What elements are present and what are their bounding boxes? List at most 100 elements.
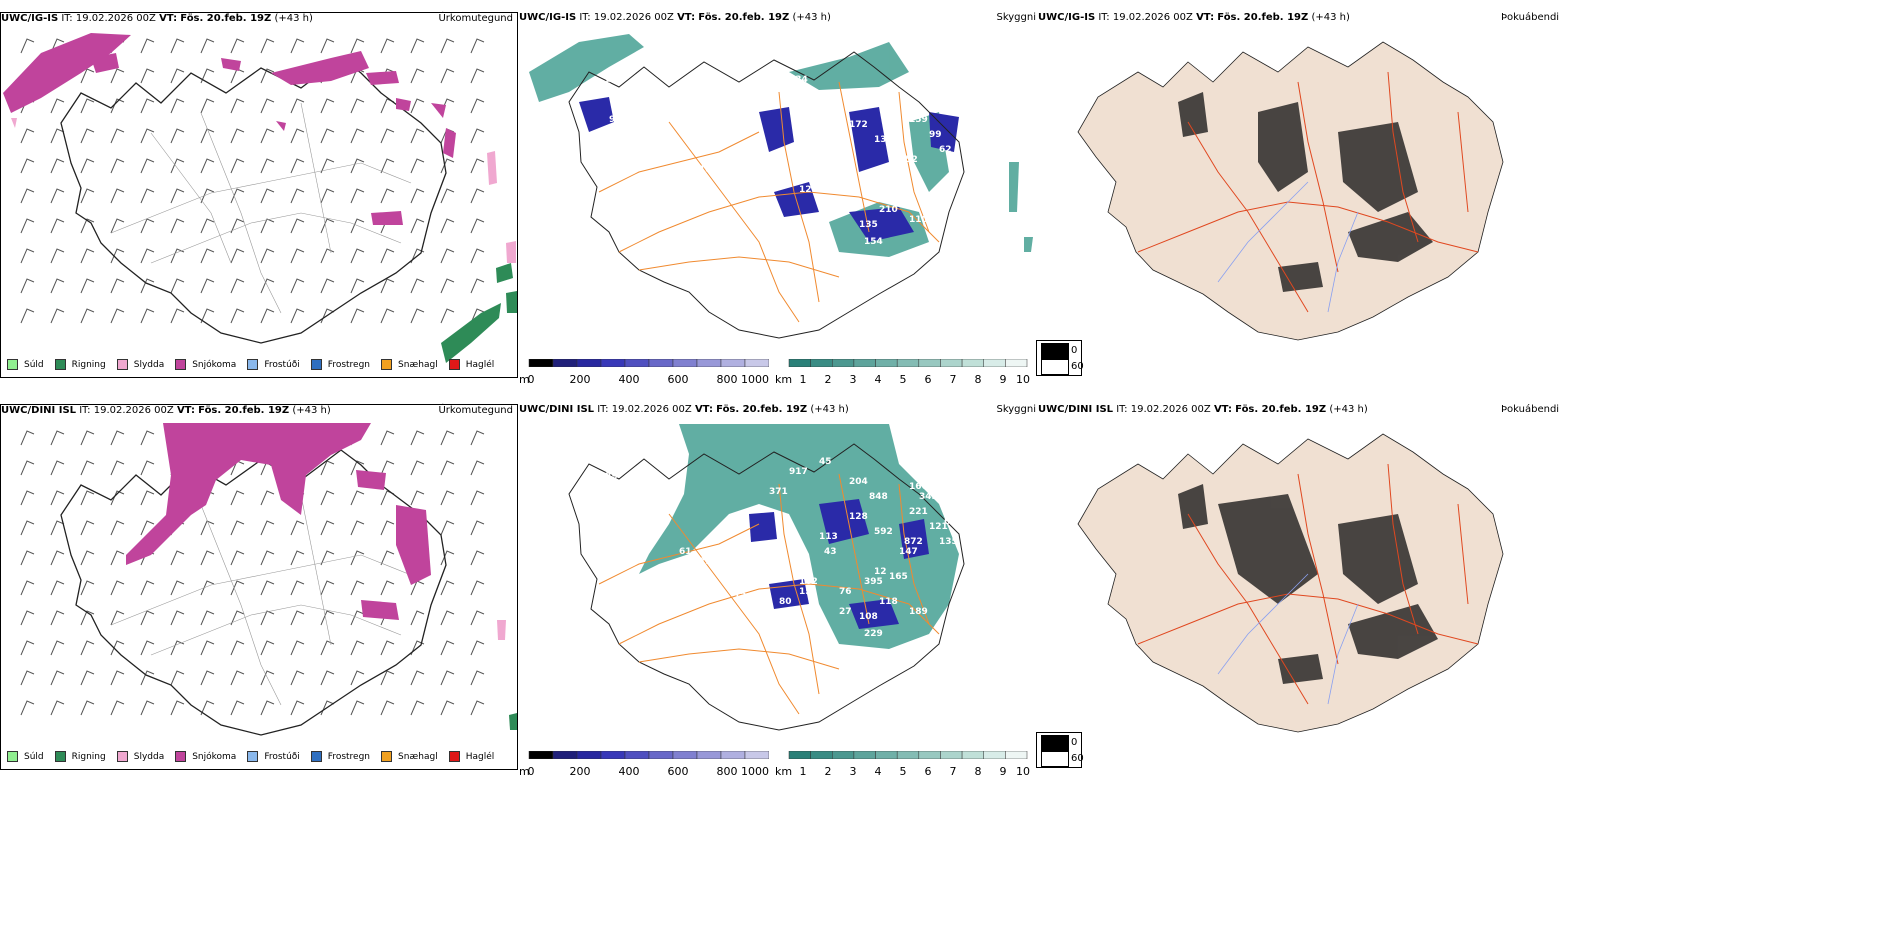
- wind-barb: [200, 188, 215, 204]
- it-label: IT:: [61, 13, 73, 24]
- wind-barb: [110, 248, 125, 264]
- cloud-label: 247: [869, 100, 888, 110]
- cloud-label: 592: [874, 527, 893, 537]
- wind-barb: [200, 68, 215, 84]
- colorbar-tick: 3: [849, 765, 857, 778]
- wind-barb: [290, 670, 305, 686]
- wind-barb: [440, 700, 455, 716]
- legend-item: Frostúði: [247, 751, 300, 762]
- wind-barb: [200, 580, 215, 596]
- wind-barb: [380, 158, 395, 174]
- colorbar-tick: 400: [618, 765, 640, 778]
- wind-barb: [410, 700, 425, 716]
- wind-barb: [20, 490, 35, 506]
- wind-barb: [80, 98, 95, 114]
- legend-label: Snæhagl: [398, 359, 438, 370]
- it-label: IT:: [1116, 404, 1128, 415]
- wind-barb: [320, 610, 335, 626]
- legend-item: Slydda: [116, 359, 164, 370]
- legend-swatch: [116, 359, 128, 370]
- wind-barb: [230, 550, 245, 566]
- wind-barb: [260, 490, 275, 506]
- wind-barb: [230, 640, 245, 656]
- legend-swatch: [175, 359, 187, 370]
- panel-title-visibility: Skyggni: [996, 404, 1036, 415]
- wind-barb: [20, 700, 35, 716]
- wind-barb: [200, 550, 215, 566]
- wind-barb: [20, 550, 35, 566]
- fog-map-2: [1077, 433, 1504, 733]
- wind-barb: [470, 248, 485, 264]
- wind-barb: [50, 278, 65, 294]
- wind-barb: [110, 670, 125, 686]
- legend-swatch: [448, 359, 460, 370]
- wind-barb: [200, 248, 215, 264]
- colorbar-swatch: [744, 359, 769, 367]
- wind-barb: [50, 248, 65, 264]
- colorbar-tick: 5: [899, 765, 907, 778]
- colorbar-swatch: [788, 359, 811, 367]
- wind-barb: [290, 308, 305, 324]
- wind-barb: [80, 218, 95, 234]
- wind-barb: [410, 490, 425, 506]
- rivers: [1217, 573, 1359, 705]
- fog-legend-swatch: [1041, 751, 1069, 767]
- wind-barb: [470, 430, 485, 446]
- wind-barb: [20, 670, 35, 686]
- wind-barb: [410, 188, 425, 204]
- wind-barb: [200, 278, 215, 294]
- cloud-panel-2: UWC/DINI ISL IT: 19.02.2026 00Z VT: Fös.…: [519, 404, 1038, 770]
- cloud-label: 147: [899, 547, 918, 557]
- cloud-label: 55: [599, 80, 612, 90]
- wind-barb: [320, 580, 335, 596]
- cloud-panel-1: UWC/IG-IS IT: 19.02.2026 00Z VT: Fös. 20…: [519, 12, 1038, 378]
- wind-barb: [200, 640, 215, 656]
- wind-barb: [260, 158, 275, 174]
- colorbar-tick: 800: [716, 373, 738, 386]
- wind-barb: [140, 520, 155, 536]
- roads: [110, 102, 412, 314]
- wind-barb: [170, 128, 185, 144]
- cloud-label: 121: [929, 522, 948, 532]
- wind-barb: [50, 430, 65, 446]
- wind-barb: [350, 460, 365, 476]
- wind-barb: [470, 68, 485, 84]
- wind-barb: [380, 700, 395, 716]
- wind-barb: [470, 218, 485, 234]
- cloud-label: 395: [864, 577, 883, 587]
- wind-barb: [170, 700, 185, 716]
- wind-barb: [170, 670, 185, 686]
- cloud-label: 108: [859, 612, 878, 622]
- wind-barb: [80, 700, 95, 716]
- cloud-label: 15: [799, 587, 812, 597]
- model-name: UWC/DINI ISL: [1038, 404, 1114, 415]
- wind-barb: [410, 38, 425, 54]
- wind-barb: [350, 580, 365, 596]
- wind-barb: [470, 490, 485, 506]
- legend-label: Snjókoma: [192, 359, 237, 370]
- colorbar-tick: 8: [974, 373, 982, 386]
- legend-item: Haglél: [448, 751, 494, 762]
- wind-barb: [230, 218, 245, 234]
- cloud-label: 979: [599, 472, 618, 482]
- panel-title-fog: Þokuábendi: [1501, 404, 1560, 415]
- wind-barb: [410, 430, 425, 446]
- cloud-label: 181: [699, 165, 718, 175]
- cloud-label: 27: [839, 607, 852, 617]
- wind-barb: [410, 98, 425, 114]
- cloudbase-bar: [528, 359, 769, 367]
- model-name: UWC/IG-IS: [1, 13, 59, 24]
- lead-time: (+43 h): [810, 404, 849, 415]
- wind-barb: [170, 68, 185, 84]
- cloud-label: 62: [939, 145, 952, 155]
- colorbar-swatch: [672, 751, 698, 759]
- fog-legend-2: 0 60: [1036, 732, 1084, 768]
- wind-barb: [110, 490, 125, 506]
- cloud-label: 45: [819, 457, 832, 467]
- precip-panel-2: UWC/DINI ISL IT: 19.02.2026 00Z VT: Fös.…: [0, 404, 518, 770]
- wind-barb: [20, 158, 35, 174]
- rain-areas: [441, 263, 517, 363]
- wind-barb: [260, 580, 275, 596]
- wind-barb: [80, 490, 95, 506]
- legend-item: Súld: [7, 359, 44, 370]
